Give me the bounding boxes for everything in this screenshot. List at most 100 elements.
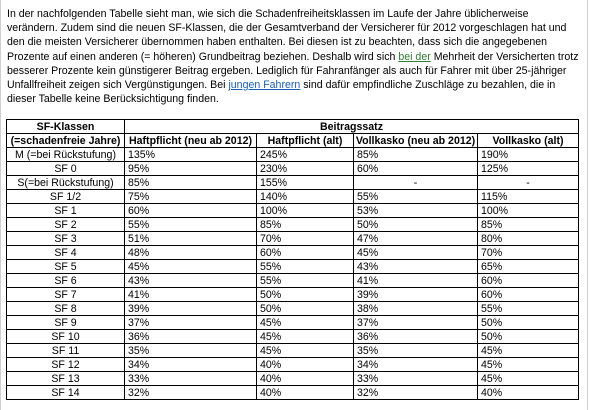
sf-class-cell: SF 1/2 — [6, 189, 125, 204]
rate-cell: 125% — [477, 161, 579, 176]
sf-class-cell: SF 1 — [6, 203, 125, 218]
rate-cell: 38% — [353, 301, 478, 316]
sf-class-cell: SF 3 — [6, 231, 125, 246]
rate-cell: 53% — [353, 203, 478, 218]
table-row: SF 14 32% 40% 32% 40% — [6, 385, 579, 400]
rate-cell: 55% — [477, 301, 579, 316]
table-row: SF 5 45% 55% 43% 65% — [6, 259, 579, 274]
table-row: SF 4 48% 60% 45% 70% — [6, 245, 579, 260]
sf-class-cell: SF 2 — [6, 217, 125, 232]
rate-cell: - — [477, 175, 579, 190]
intro-text-part2: Mehrheit der Versicherten trotz besserer… — [7, 50, 579, 92]
rate-cell: 50% — [477, 315, 579, 330]
table-row: SF 8 39% 50% 38% 55% — [6, 301, 579, 316]
rate-cell: 45% — [477, 371, 579, 386]
rate-cell: 75% — [124, 189, 257, 204]
link-bei-der[interactable]: bei der — [398, 50, 431, 63]
table-row: SF 7 41% 50% 39% 60% — [6, 287, 579, 302]
rate-cell: 50% — [256, 287, 354, 302]
header-beitragssatz: Beitragssatz — [124, 119, 579, 134]
rate-cell: 32% — [124, 385, 257, 400]
sf-class-cell: SF 13 — [6, 371, 125, 386]
rate-cell: 36% — [353, 329, 478, 344]
header-sf-subtitle: (=schadenfreie Jahre) — [6, 133, 125, 148]
sf-class-cell: SF 8 — [6, 301, 125, 316]
rate-cell: 55% — [256, 273, 354, 288]
rate-cell: 85% — [477, 217, 579, 232]
rate-cell: 65% — [477, 259, 579, 274]
sf-class-cell: SF 0 — [6, 161, 125, 176]
rate-cell: 230% — [256, 161, 354, 176]
sf-class-cell: SF 11 — [6, 343, 125, 358]
sf-class-cell: SF 9 — [6, 315, 125, 330]
table-row: SF 9 37% 45% 37% 50% — [6, 315, 579, 330]
table-row: M (=bei Rückstufung) 135% 245% 85% 190% — [6, 147, 579, 162]
table-row: SF 12 34% 40% 34% 45% — [6, 357, 579, 372]
rate-cell: 60% — [353, 161, 478, 176]
header-sf-classes: SF-Klassen — [6, 119, 125, 134]
table-row: SF 13 33% 40% 33% 45% — [6, 371, 579, 386]
sf-class-cell: SF 7 — [6, 287, 125, 302]
rate-cell: 70% — [256, 231, 354, 246]
sf-class-cell: SF 14 — [6, 385, 125, 400]
rate-cell: 43% — [353, 259, 478, 274]
sf-classes-table: SF-Klassen Beitragssatz (=schadenfreie J… — [6, 119, 579, 400]
rate-cell: 135% — [124, 147, 257, 162]
table-row: SF 0 95% 230% 60% 125% — [6, 161, 579, 176]
rate-cell: 40% — [477, 385, 579, 400]
rate-cell: 45% — [256, 329, 354, 344]
rate-cell: 45% — [124, 259, 257, 274]
rate-cell: 36% — [124, 329, 257, 344]
rate-cell: 45% — [477, 357, 579, 372]
rate-cell: 35% — [353, 343, 478, 358]
rate-cell: 35% — [124, 343, 257, 358]
rate-cell: 245% — [256, 147, 354, 162]
table-row: SF 6 43% 55% 41% 60% — [6, 273, 579, 288]
table-header-row-2: (=schadenfreie Jahre) Haftpflicht (neu a… — [6, 133, 579, 148]
rate-cell: 45% — [477, 343, 579, 358]
rate-cell: 40% — [256, 357, 354, 372]
rate-cell: 37% — [124, 315, 257, 330]
sf-class-cell: M (=bei Rückstufung) — [6, 147, 125, 162]
rate-cell: 80% — [477, 231, 579, 246]
rate-cell: 95% — [124, 161, 257, 176]
rate-cell: 37% — [353, 315, 478, 330]
rate-cell: 50% — [353, 217, 478, 232]
rate-cell: 60% — [256, 245, 354, 260]
rate-cell: 55% — [353, 189, 478, 204]
rate-cell: 50% — [477, 329, 579, 344]
rate-cell: 34% — [353, 357, 478, 372]
link-jungen-fahrern[interactable]: jungen Fahrern — [228, 79, 301, 92]
rate-cell: 100% — [256, 203, 354, 218]
header-vollkasko-neu: Vollkasko (neu ab 2012) — [353, 133, 478, 148]
rate-cell: 140% — [256, 189, 354, 204]
rate-cell: 32% — [353, 385, 478, 400]
rate-cell: 60% — [477, 287, 579, 302]
rate-cell: 43% — [124, 273, 257, 288]
rate-cell: 85% — [353, 147, 478, 162]
rate-cell: 40% — [256, 385, 354, 400]
rate-cell: 33% — [353, 371, 478, 386]
sf-class-cell: SF 12 — [6, 357, 125, 372]
rate-cell: 47% — [353, 231, 478, 246]
rate-cell: 45% — [256, 343, 354, 358]
rate-cell: 70% — [477, 245, 579, 260]
rate-cell: 50% — [256, 301, 354, 316]
rate-cell: 40% — [256, 371, 354, 386]
rate-cell: 34% — [124, 357, 257, 372]
rate-cell: 45% — [256, 315, 354, 330]
rate-cell: 55% — [256, 259, 354, 274]
table-header-row-1: SF-Klassen Beitragssatz — [6, 119, 579, 134]
rate-cell: 39% — [353, 287, 478, 302]
intro-paragraph: In der nachfolgenden Tabelle sieht man, … — [7, 7, 579, 106]
rate-cell: 55% — [124, 217, 257, 232]
rate-cell: - — [353, 175, 478, 190]
rate-cell: 85% — [124, 175, 257, 190]
rate-cell: 33% — [124, 371, 257, 386]
rate-cell: 60% — [124, 203, 257, 218]
rate-cell: 155% — [256, 175, 354, 190]
table-row: SF 2 55% 85% 50% 85% — [6, 217, 579, 232]
header-haftpflicht-neu: Haftpflicht (neu ab 2012) — [124, 133, 257, 148]
